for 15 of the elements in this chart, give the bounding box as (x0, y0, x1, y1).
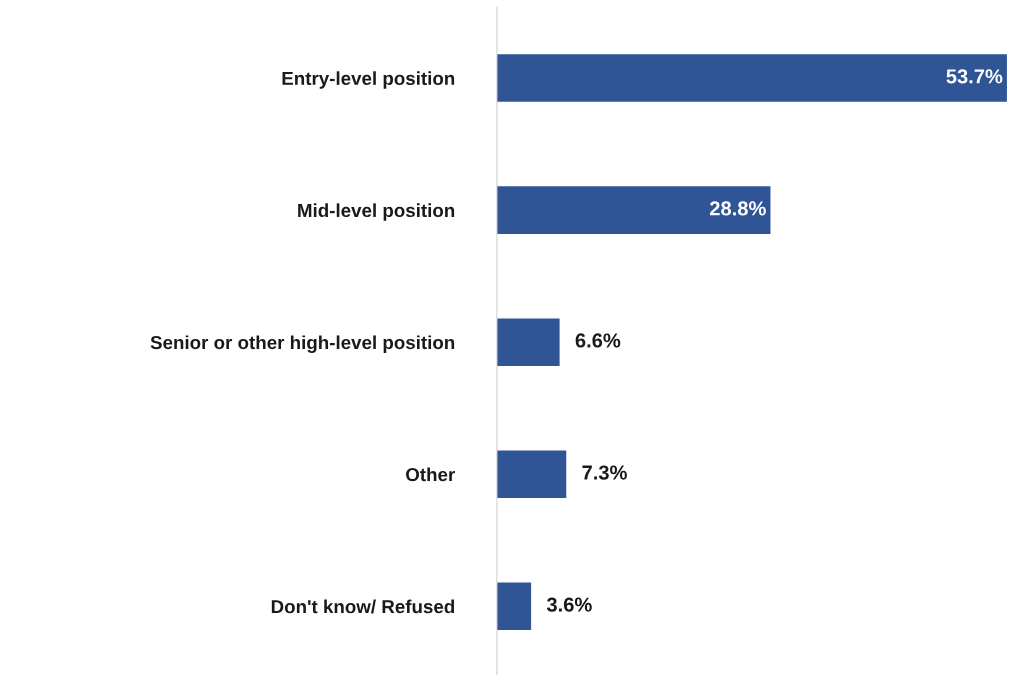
y-tick-label: Senior or other high-level position (150, 335, 455, 353)
y-tick-label: Mid-level position (298, 203, 455, 221)
bar (496, 54, 1007, 102)
y-tick-label: Other (406, 467, 455, 482)
bar (496, 318, 560, 366)
data-label: 6.6% (575, 333, 621, 348)
y-tick-label: Don't know/ Refused (271, 599, 455, 614)
y-tick-label: Entry-level position (282, 71, 455, 89)
bar (496, 186, 771, 234)
data-label: 53.7% (946, 69, 1003, 84)
bar (496, 582, 532, 631)
data-label: 28.8% (709, 201, 766, 216)
data-label: 7.3% (582, 465, 627, 480)
data-label: 3.6% (546, 597, 592, 612)
bar (496, 450, 567, 499)
